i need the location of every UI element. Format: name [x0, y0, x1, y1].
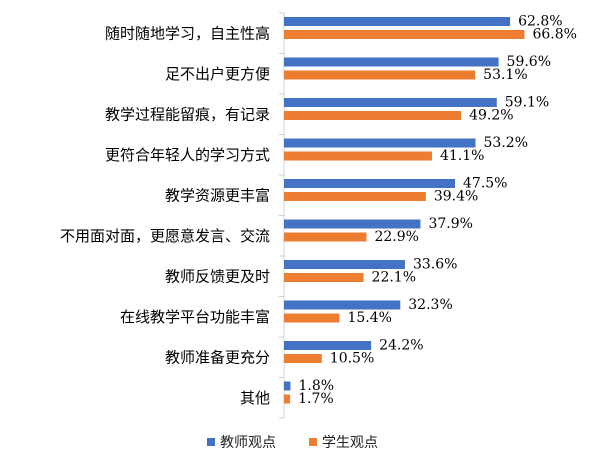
student-value-label: 66.8%: [532, 27, 576, 43]
teacher-legend-label: 教师观点: [220, 435, 276, 451]
teacher-value-label: 62.8%: [518, 14, 562, 30]
student-value-label: 15.4%: [347, 310, 391, 326]
student-bar: [284, 70, 476, 80]
teacher-value-label: 24.2%: [379, 338, 423, 354]
teacher-legend-swatch: [207, 438, 215, 446]
student-bar: [284, 111, 462, 120]
category-label: 足不出户更方便: [165, 65, 270, 83]
teacher-bar: [284, 260, 405, 269]
category-label: 教学过程能留痕，有记录: [105, 105, 270, 123]
teacher-value-label: 37.9%: [428, 216, 472, 232]
category-label: 在线教学平台功能丰富: [120, 308, 270, 326]
student-legend-swatch: [309, 438, 317, 446]
student-value-label: 10.5%: [330, 351, 374, 367]
student-value-label: 22.9%: [374, 229, 418, 245]
teacher-bar: [284, 341, 372, 350]
student-bar: [284, 232, 367, 242]
teacher-value-label: 47.5%: [463, 176, 507, 192]
teacher-bar: [284, 17, 511, 26]
teacher-bar: [284, 98, 497, 107]
student-bar: [284, 151, 432, 161]
student-value-label: 49.2%: [469, 108, 513, 124]
student-value-label: 39.4%: [434, 189, 478, 205]
category-label: 随时随地学习，自主性高: [105, 24, 270, 42]
student-value-label: 1.7%: [298, 391, 334, 407]
category-label: 教学资源更丰富: [165, 186, 270, 204]
teacher-value-label: 1.8%: [298, 378, 334, 394]
teacher-bar: [284, 300, 401, 310]
student-bar: [284, 313, 340, 323]
teacher-value-label: 32.3%: [408, 297, 452, 313]
student-bar: [284, 192, 426, 201]
teacher-value-label: 33.6%: [413, 257, 457, 273]
category-label: 更符合年轻人的学习方式: [105, 146, 270, 164]
teacher-value-label: 59.1%: [505, 95, 549, 111]
category-label: 其他: [240, 389, 270, 407]
teacher-bar: [284, 179, 455, 188]
student-bar: [284, 394, 291, 404]
legend: 教师观点 学生观点: [207, 435, 378, 451]
student-legend-label: 学生观点: [322, 435, 378, 451]
teacher-value-label: 59.6%: [507, 54, 551, 70]
teacher-bar: [284, 219, 421, 229]
teacher-value-label: 53.2%: [484, 135, 528, 151]
student-value-label: 41.1%: [440, 148, 484, 164]
category-label: 教师反馈更及时: [165, 267, 270, 285]
category-label: 教师准备更充分: [165, 348, 270, 366]
student-bar: [284, 273, 364, 282]
student-value-label: 22.1%: [372, 270, 416, 286]
student-value-label: 53.1%: [483, 67, 527, 83]
teacher-bar: [284, 138, 476, 148]
teacher-bar: [284, 57, 499, 67]
category-label: 不用面对面，更愿意发言、交流: [60, 227, 270, 245]
student-bar: [284, 30, 525, 39]
teacher-bar: [284, 381, 291, 391]
student-bar: [284, 354, 322, 363]
